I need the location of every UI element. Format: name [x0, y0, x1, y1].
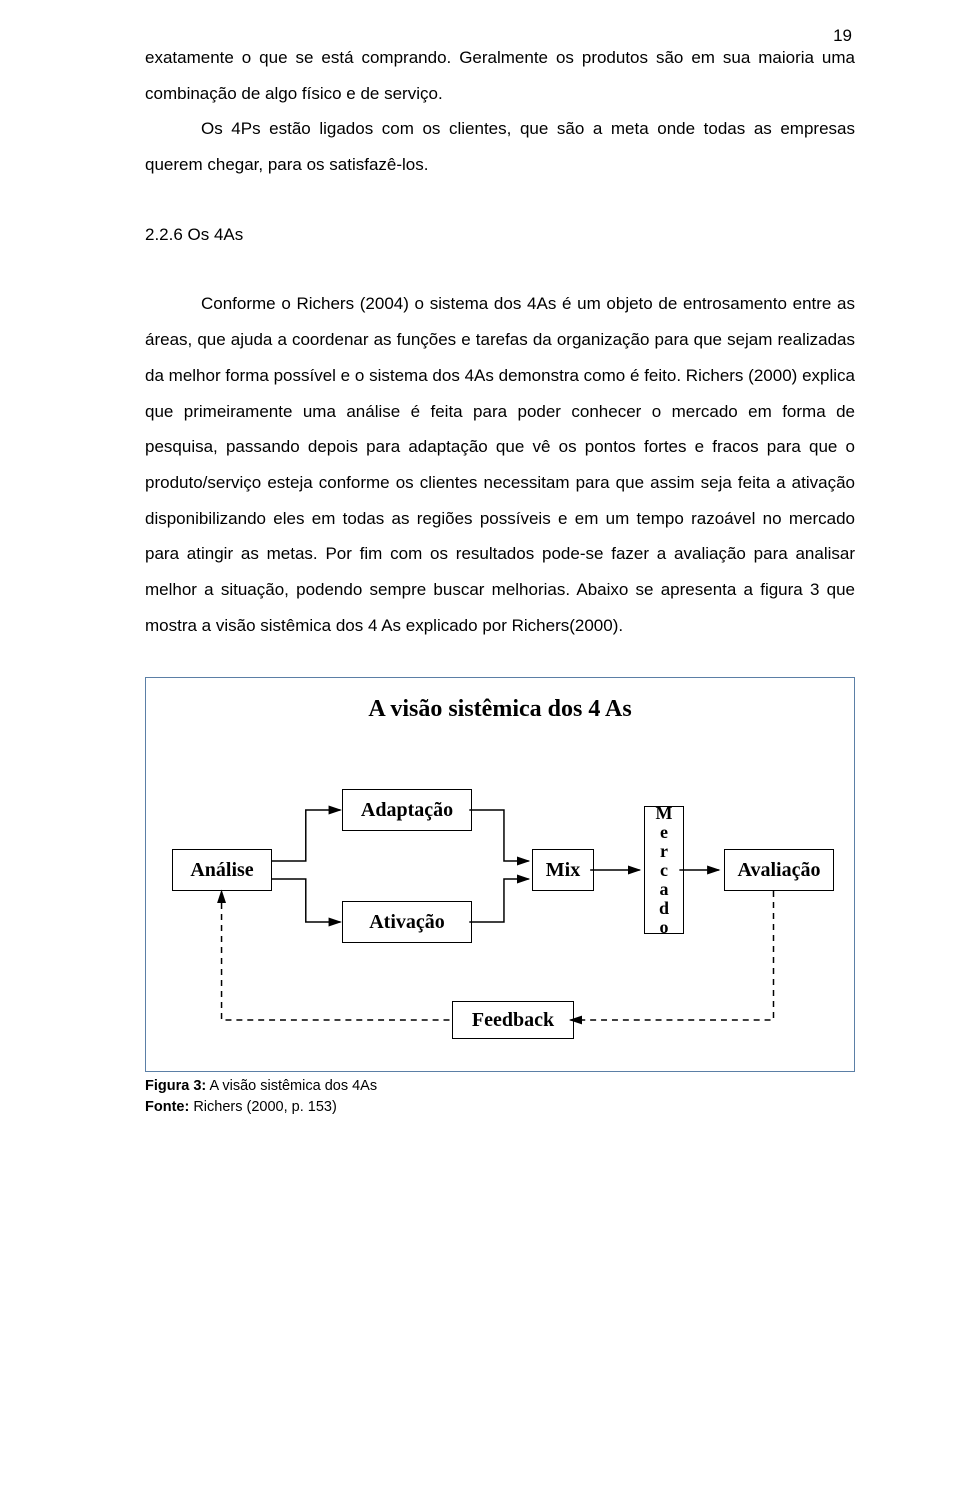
- node-adaptacao: Adaptação: [342, 789, 472, 831]
- node-mercado: Mercado: [644, 806, 684, 934]
- source-label: Fonte:: [145, 1099, 189, 1115]
- node-label: Análise: [190, 859, 253, 882]
- figure-title: A visão sistêmica dos 4 As: [172, 696, 828, 723]
- paragraph-1: exatamente o que se está comprando. Gera…: [145, 40, 855, 183]
- node-label: Mix: [546, 859, 580, 882]
- node-mix: Mix: [532, 849, 594, 891]
- node-analise: Análise: [172, 849, 272, 891]
- caption-label: Figura 3:: [145, 1078, 206, 1094]
- para1-line: exatamente o que se está comprando. Gera…: [145, 48, 855, 103]
- figure-caption: Figura 3: A visão sistêmica dos 4As Font…: [145, 1076, 855, 1118]
- node-label: Feedback: [472, 1009, 554, 1032]
- diagram: Análise Adaptação Ativação Mix Mercado A…: [172, 751, 828, 1051]
- para1-indent: Os 4Ps estão ligados com os clientes, qu…: [145, 111, 855, 182]
- node-feedback: Feedback: [452, 1001, 574, 1039]
- paragraph-2: Conforme o Richers (2004) o sistema dos …: [145, 286, 855, 643]
- page-number: 19: [833, 26, 852, 46]
- caption-text: A visão sistêmica dos 4As: [206, 1078, 377, 1094]
- source-text: Richers (2000, p. 153): [189, 1099, 337, 1115]
- node-label: Avaliação: [738, 859, 821, 882]
- section-heading: 2.2.6 Os 4As: [145, 217, 855, 253]
- node-label: Mercado: [656, 804, 673, 936]
- node-avaliacao: Avaliação: [724, 849, 834, 891]
- figure-container: A visão sistêmica dos 4 As Análise Adapt…: [145, 677, 855, 1072]
- node-label: Ativação: [369, 911, 445, 934]
- node-label: Adaptação: [361, 799, 453, 822]
- node-ativacao: Ativação: [342, 901, 472, 943]
